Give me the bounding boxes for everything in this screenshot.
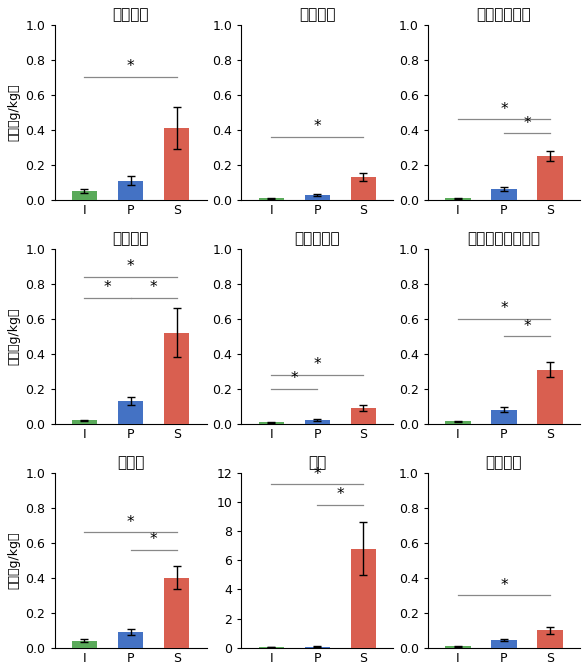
Text: *: * [523,319,531,333]
Bar [164,333,190,424]
Text: *: * [500,578,508,593]
Bar [72,191,97,200]
Text: *: * [127,515,134,530]
Bar [491,410,517,424]
Bar [445,646,471,648]
Text: *: * [127,60,134,75]
Title: フェニルアラニン: フェニルアラニン [467,231,541,246]
Bar [491,190,517,200]
Title: ロイシン: ロイシン [112,231,149,246]
Title: メチオニン: メチオニン [295,231,340,246]
Bar [350,408,376,424]
Text: *: * [150,532,157,547]
Title: バリン: バリン [117,455,144,470]
Text: *: * [313,466,321,482]
Bar [445,421,471,424]
Title: イソロイシン: イソロイシン [477,7,531,22]
Bar [350,177,376,200]
Bar [118,181,143,200]
Text: *: * [127,259,134,274]
Bar [72,421,97,424]
Y-axis label: 濃度（g/kg）: 濃度（g/kg） [7,83,20,141]
Text: *: * [523,116,531,130]
Bar [72,641,97,648]
Bar [445,198,471,200]
Bar [258,198,284,200]
Bar [164,578,190,648]
Text: *: * [104,280,112,295]
Bar [305,195,330,200]
Bar [538,630,563,648]
Text: *: * [313,119,321,134]
Bar [305,421,330,424]
Text: *: * [500,301,508,316]
Bar [350,548,376,648]
Text: *: * [500,101,508,116]
Text: *: * [313,357,321,372]
Title: アラニン: アラニン [112,7,149,22]
Text: *: * [291,371,298,386]
Title: グリシン: グリシン [299,7,336,22]
Bar [538,156,563,200]
Bar [491,640,517,648]
Bar [118,401,143,424]
Bar [258,422,284,424]
Bar [538,370,563,424]
Bar [258,647,284,648]
Bar [164,128,190,200]
Y-axis label: 濃度（g/kg）: 濃度（g/kg） [7,308,20,365]
Title: コハク酸: コハク酸 [486,455,522,470]
Title: 乳酸: 乳酸 [308,455,326,470]
Bar [118,632,143,648]
Text: *: * [150,280,157,295]
Bar [305,646,330,648]
Text: *: * [336,487,344,502]
Y-axis label: 濃度（g/kg）: 濃度（g/kg） [7,532,20,589]
